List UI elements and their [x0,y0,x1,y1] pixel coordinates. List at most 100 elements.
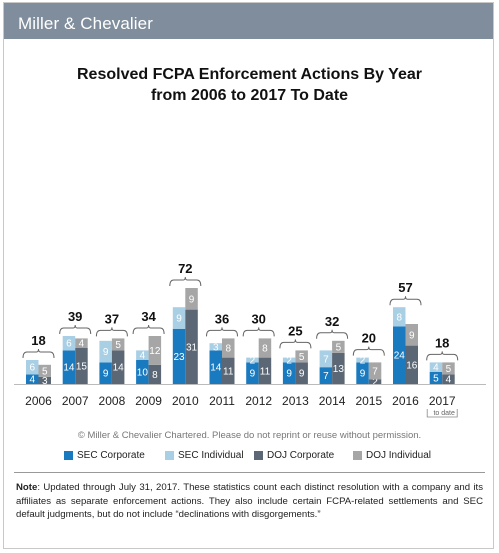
bar-doj-individual-2016 [405,324,418,346]
legend-label: DOJ Corporate [267,450,335,461]
bar-sec-individual-2010 [172,307,186,329]
bar-doj-individual-2010 [185,288,198,310]
bar-doj-corporate-2007 [75,348,88,384]
bar-sec-individual-2012 [246,357,259,363]
data-label-sec-corporate-2008: 9 [103,369,109,380]
bar-sec-corporate-2014 [319,367,333,384]
data-label-sec-corporate-2006: 4 [29,375,35,386]
data-label-doj-corporate-2009: 8 [152,370,158,381]
x-tick-label-2010: 2010 [172,394,199,408]
bar-sec-individual-2013 [282,357,296,363]
legend-item-sec-corporate: SEC Corporate [64,450,145,461]
data-label-sec-corporate-2010: 23 [173,352,185,363]
data-label-sec-corporate-2013: 9 [286,369,292,380]
data-label-sec-corporate-2009: 10 [137,368,149,379]
bar-doj-corporate-2014 [332,352,345,384]
data-label-sec-corporate-2007: 14 [63,363,75,374]
copyright-notice: © Miller & Chevalier Chartered. Please d… [77,430,422,441]
bar-sec-corporate-2012 [246,362,259,384]
bar-doj-individual-2009 [148,336,162,365]
data-label-sec-individual-2014: 7 [323,354,329,365]
x-tick-label-2015: 2015 [355,394,382,408]
data-label-doj-individual-2008: 5 [115,340,121,351]
legend-swatch [165,451,174,460]
year-total-2012: 30 [251,311,265,326]
bar-sec-individual-2017 [429,362,443,372]
bar-doj-individual-2015 [368,362,382,380]
brand-header: Miller & Chevalier [4,3,493,39]
legend-label: DOJ Individual [366,450,432,461]
bar-doj-individual-2017 [442,362,455,375]
data-label-doj-individual-2017: 5 [446,364,452,375]
bar-sec-corporate-2010 [172,328,186,384]
note-label: Note [16,482,38,493]
total-bracket-2008 [95,327,128,337]
data-label-doj-corporate-2013: 9 [299,369,305,380]
total-bracket-2014 [316,329,349,339]
bar-doj-individual-2006 [38,364,51,377]
legend-item-sec-individual: SEC Individual [165,450,244,461]
year-total-2016: 57 [398,280,412,295]
legend-label: SEC Corporate [77,450,145,461]
data-label-sec-individual-2017: 4 [433,363,439,374]
total-bracket-2006 [22,348,55,359]
total-bracket-2007 [59,324,92,335]
bar-sec-individual-2015 [356,357,369,363]
data-label-doj-corporate-2011: 11 [223,366,234,377]
x-tick-sublabel-2017: to date [433,410,455,417]
total-bracket-2016 [389,296,422,306]
data-label-sec-individual-2009: 4 [140,351,146,362]
chart-frame [3,2,494,549]
data-label-doj-individual-2015: 7 [372,366,378,377]
bar-sec-individual-2006 [26,360,39,375]
year-total-2017: 18 [435,335,449,350]
bar-sec-corporate-2009 [136,360,149,384]
total-bracket-2013 [279,339,312,349]
data-label-doj-individual-2016: 9 [409,330,415,341]
x-tick-label-2011: 2011 [209,394,235,408]
bar-sec-corporate-2011 [209,350,222,384]
total-bracket-2009 [132,324,165,335]
bar-sec-individual-2016 [393,307,406,327]
bar-sec-corporate-2017 [429,372,443,384]
data-label-doj-individual-2007: 4 [79,339,85,350]
legend-swatch [254,451,263,460]
data-label-sec-corporate-2017: 5 [433,374,439,385]
x-tick-label-2016: 2016 [392,394,419,408]
bar-sec-individual-2007 [62,336,76,351]
chart-legend: SEC Corporate SEC Individual DOJ Corpora… [0,450,499,464]
legend-swatch [353,451,362,460]
x-sublabel-bracket-2017 [426,409,458,418]
year-total-2007: 39 [68,309,82,324]
data-label-doj-corporate-2012: 11 [260,366,271,377]
bar-sec-corporate-2007 [62,350,76,384]
bar-doj-corporate-2017 [442,374,455,384]
bar-sec-corporate-2008 [99,362,112,384]
year-total-2014: 32 [325,314,339,329]
bar-sec-corporate-2016 [393,326,406,384]
x-tick-label-2012: 2012 [245,394,272,408]
bar-doj-corporate-2015 [368,379,382,384]
bar-doj-corporate-2009 [148,364,162,384]
year-total-2013: 25 [288,323,302,338]
bar-doj-individual-2012 [258,338,272,358]
data-label-sec-individual-2013: 2 [286,356,292,367]
data-label-sec-individual-2006: 6 [29,363,35,374]
bar-sec-individual-2011 [209,343,222,351]
data-label-doj-individual-2009: 12 [149,346,161,357]
footnote: Note: Updated through July 31, 2017. The… [16,481,483,522]
data-label-doj-corporate-2015: 2 [372,377,378,388]
brand-logo-text: Miller & Chevalier [18,14,154,33]
bar-doj-corporate-2010 [185,309,198,384]
data-label-sec-corporate-2012: 9 [250,369,256,380]
data-label-sec-corporate-2011: 14 [210,363,222,374]
chart-title-line1: Resolved FCPA Enforcement Actions By Yea… [77,66,422,83]
bar-doj-corporate-2008 [111,350,125,384]
x-tick-label-2017: 2017 [429,394,456,408]
bar-doj-corporate-2013 [295,362,308,384]
data-label-doj-corporate-2016: 16 [406,360,418,371]
total-bracket-2010 [169,276,202,287]
legend-item-doj-individual: DOJ Individual [353,450,431,461]
data-label-sec-individual-2007: 6 [66,339,72,350]
